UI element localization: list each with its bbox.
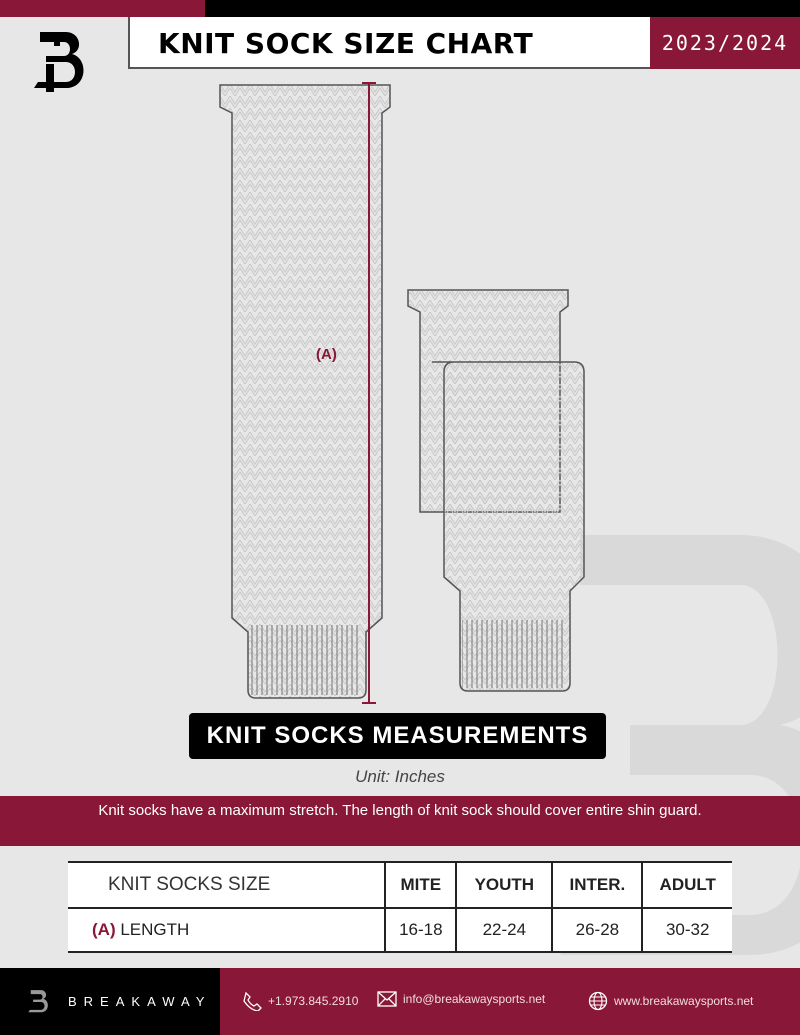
short-sock-front [432, 361, 585, 692]
page-title: KNIT SOCK SIZE CHART [158, 27, 534, 60]
email-contact[interactable]: info@breakawaysports.net [377, 991, 545, 1007]
length-label-a: (A) [316, 346, 337, 363]
brand-name: BREAKAWAY [68, 994, 212, 1009]
phone-text: +1.973.845.2910 [268, 994, 359, 1008]
header-cell: YOUTH [455, 861, 553, 909]
header-cell: INTER. [551, 861, 643, 909]
season-badge: 2023/2024 [650, 17, 800, 69]
watermark-logo [560, 535, 800, 955]
row-marker: (A) [92, 920, 116, 939]
top-black-bar [205, 0, 800, 17]
row-label: (A) LENGTH [68, 907, 386, 953]
footer: BREAKAWAY +1.973.845.2910 info@breakaway… [0, 968, 800, 1035]
website-text: www.breakawaysports.net [614, 994, 754, 1008]
table-cell: 26-28 [551, 907, 643, 953]
top-accent-bar [0, 0, 205, 17]
phone-icon [243, 991, 262, 1011]
mail-icon [377, 991, 397, 1007]
unit-label: Unit: Inches [355, 767, 445, 786]
section-title: KNIT SOCKS MEASUREMENTS [189, 713, 606, 759]
table-header-row: KNIT SOCKS SIZE MITE YOUTH INTER. ADULT [68, 861, 732, 909]
footer-brand: BREAKAWAY [0, 968, 220, 1035]
length-measure-line [362, 82, 376, 704]
email-text: info@breakawaysports.net [403, 992, 546, 1006]
table-cell: 22-24 [455, 907, 553, 953]
header-cell: ADULT [641, 861, 732, 909]
title-box: KNIT SOCK SIZE CHART [128, 17, 650, 69]
phone-contact[interactable]: +1.973.845.2910 [242, 991, 358, 1011]
stretch-note: Knit socks have a maximum stretch. The l… [0, 796, 800, 846]
table-cell: 30-32 [641, 907, 732, 953]
header-cell: MITE [384, 861, 457, 909]
long-sock [219, 84, 391, 699]
header-cell: KNIT SOCKS SIZE [68, 861, 386, 909]
breakaway-logo [34, 32, 84, 92]
table-row: (A) LENGTH 16-18 22-24 26-28 30-32 [68, 907, 732, 953]
size-table: KNIT SOCKS SIZE MITE YOUTH INTER. ADULT … [68, 861, 732, 953]
globe-icon [588, 991, 608, 1011]
table-cell: 16-18 [384, 907, 457, 953]
row-label-text: LENGTH [120, 920, 190, 939]
footer-logo-icon [28, 989, 48, 1012]
sock-diagram: (A) [219, 82, 585, 704]
website-contact[interactable]: www.breakawaysports.net [588, 991, 753, 1011]
